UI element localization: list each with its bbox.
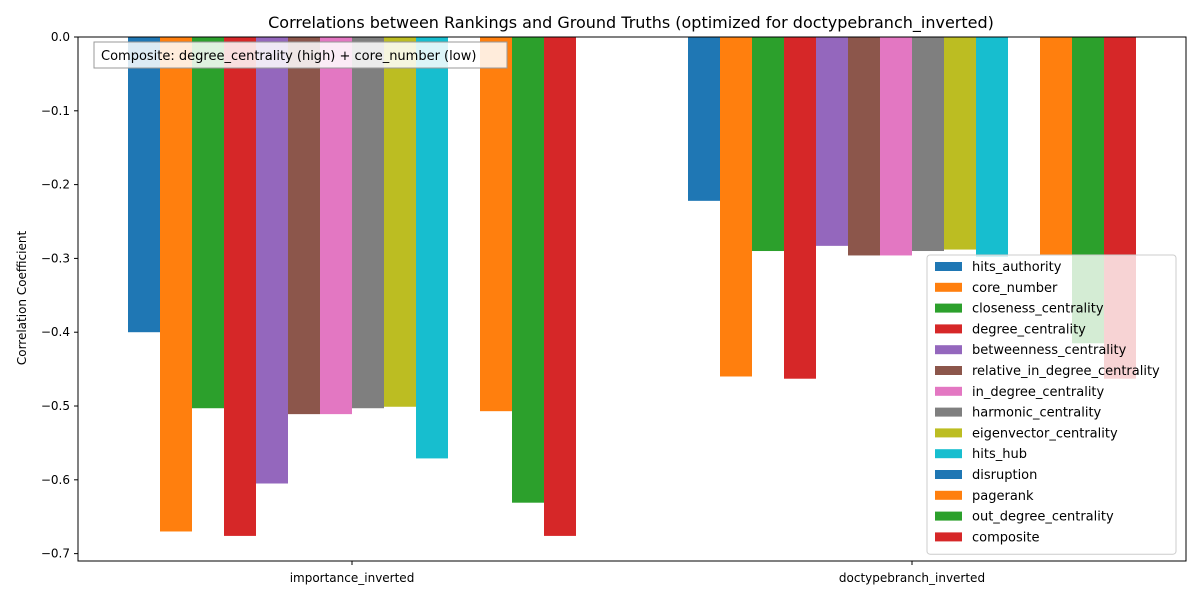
legend-swatch-relative_in_degree_centrality [935,366,962,375]
annotation-text: Composite: degree_centrality (high) + co… [101,49,476,64]
legend: hits_authority core_number closeness_centr… [926,254,1177,555]
legend-label-degree_centrality: degree_centrality [972,322,1086,337]
bar-degree_centrality-importance_inverted [224,37,256,536]
legend-swatch-hits_hub [935,449,962,459]
x-tick-label: doctypebranch_inverted [839,571,985,585]
legend-frame [926,254,1177,555]
y-tick-label: −0.3 [41,251,70,265]
legend-label-core_number: core_number [972,281,1058,296]
legend-label-disruption: disruption [972,468,1037,483]
legend-swatch-core_number [935,282,962,292]
plot-frame [77,36,1187,562]
legend-swatch-disruption [935,470,962,479]
y-tick-label: −0.7 [41,547,70,561]
legend-swatch-hits_authority [935,262,962,271]
bar-in_degree_centrality-importance_inverted [320,37,352,415]
legend-swatch-out_degree_centrality [935,511,962,521]
bar-core_number-doctypebranch_inverted [720,37,752,377]
chart-title: Correlations between Rankings and Ground… [268,13,994,33]
legend-label-betweenness_centrality: betweenness_centrality [972,343,1127,358]
bar-eigenvector_centrality-doctypebranch_inverted [944,37,976,250]
bar-hits_hub-doctypebranch_inverted [976,37,1008,257]
bar-out_degree_centrality-importance_inverted [512,37,544,503]
y-tick-label: −0.5 [41,399,70,413]
bar-composite-importance_inverted [544,37,576,536]
bar-pagerank-importance_inverted [480,37,512,412]
x-tick-label: importance_inverted [290,571,415,585]
bar-betweenness_centrality-doctypebranch_inverted [816,37,848,246]
bar-relative_in_degree_centrality-doctypebranch_inverted [848,37,880,256]
bars-group [128,37,1136,536]
legend-swatch-pagerank [935,490,962,500]
legend-label-hits_hub: hits_hub [972,447,1027,462]
bar-harmonic_centrality-importance_inverted [352,37,384,409]
annotation-box: Composite: degree_centrality (high) + co… [93,41,508,69]
legend-label-out_degree_centrality: out_degree_centrality [972,510,1114,525]
bar-core_number-importance_inverted [160,37,192,532]
bar-pagerank-doctypebranch_inverted [1040,37,1072,256]
legend-label-harmonic_centrality: harmonic_centrality [972,406,1102,421]
legend-swatch-harmonic_centrality [935,407,962,417]
bar-hits_hub-importance_inverted [416,37,448,459]
bar-harmonic_centrality-doctypebranch_inverted [912,37,944,252]
legend-label-composite: composite [972,530,1039,545]
bar-in_degree_centrality-doctypebranch_inverted [880,37,912,256]
bar-betweenness_centrality-importance_inverted [256,37,288,484]
y-axis-label: Correlation Coefficient [15,231,29,366]
bar-closeness_centrality-doctypebranch_inverted [752,37,784,252]
legend-label-pagerank: pagerank [972,489,1034,504]
legend-swatch-eigenvector_centrality [935,428,962,438]
legend-swatch-in_degree_centrality [935,386,962,396]
legend-swatch-degree_centrality [935,324,962,334]
bar-relative_in_degree_centrality-importance_inverted [288,37,320,415]
axes-group: 0.0 −0.1 −0.2 −0.3 −0.4 −0.5 −0.6 −0.7 importanc… [41,30,1187,585]
legend-label-eigenvector_centrality: eigenvector_centrality [972,426,1118,441]
y-tick-label: −0.4 [41,325,70,339]
bar-closeness_centrality-importance_inverted [192,37,224,409]
bar-eigenvector_centrality-importance_inverted [384,37,416,407]
bar-hits_authority-doctypebranch_inverted [688,37,720,201]
y-tick-label: −0.1 [41,104,70,118]
legend-label-relative_in_degree_centrality: relative_in_degree_centrality [972,364,1160,379]
legend-swatch-closeness_centrality [935,303,962,313]
y-tick-label: 0.0 [51,30,70,44]
legend-label-closeness_centrality: closeness_centrality [972,302,1104,317]
legend-swatch-betweenness_centrality [935,345,962,355]
y-tick-label: −0.2 [41,178,70,192]
y-tick-label: −0.6 [41,473,70,487]
bar-degree_centrality-doctypebranch_inverted [784,37,816,379]
bar-hits_authority-importance_inverted [128,37,160,333]
legend-swatch-composite [935,532,962,542]
legend-label-in_degree_centrality: in_degree_centrality [972,385,1105,400]
legend-label-hits_authority: hits_authority [972,260,1062,275]
